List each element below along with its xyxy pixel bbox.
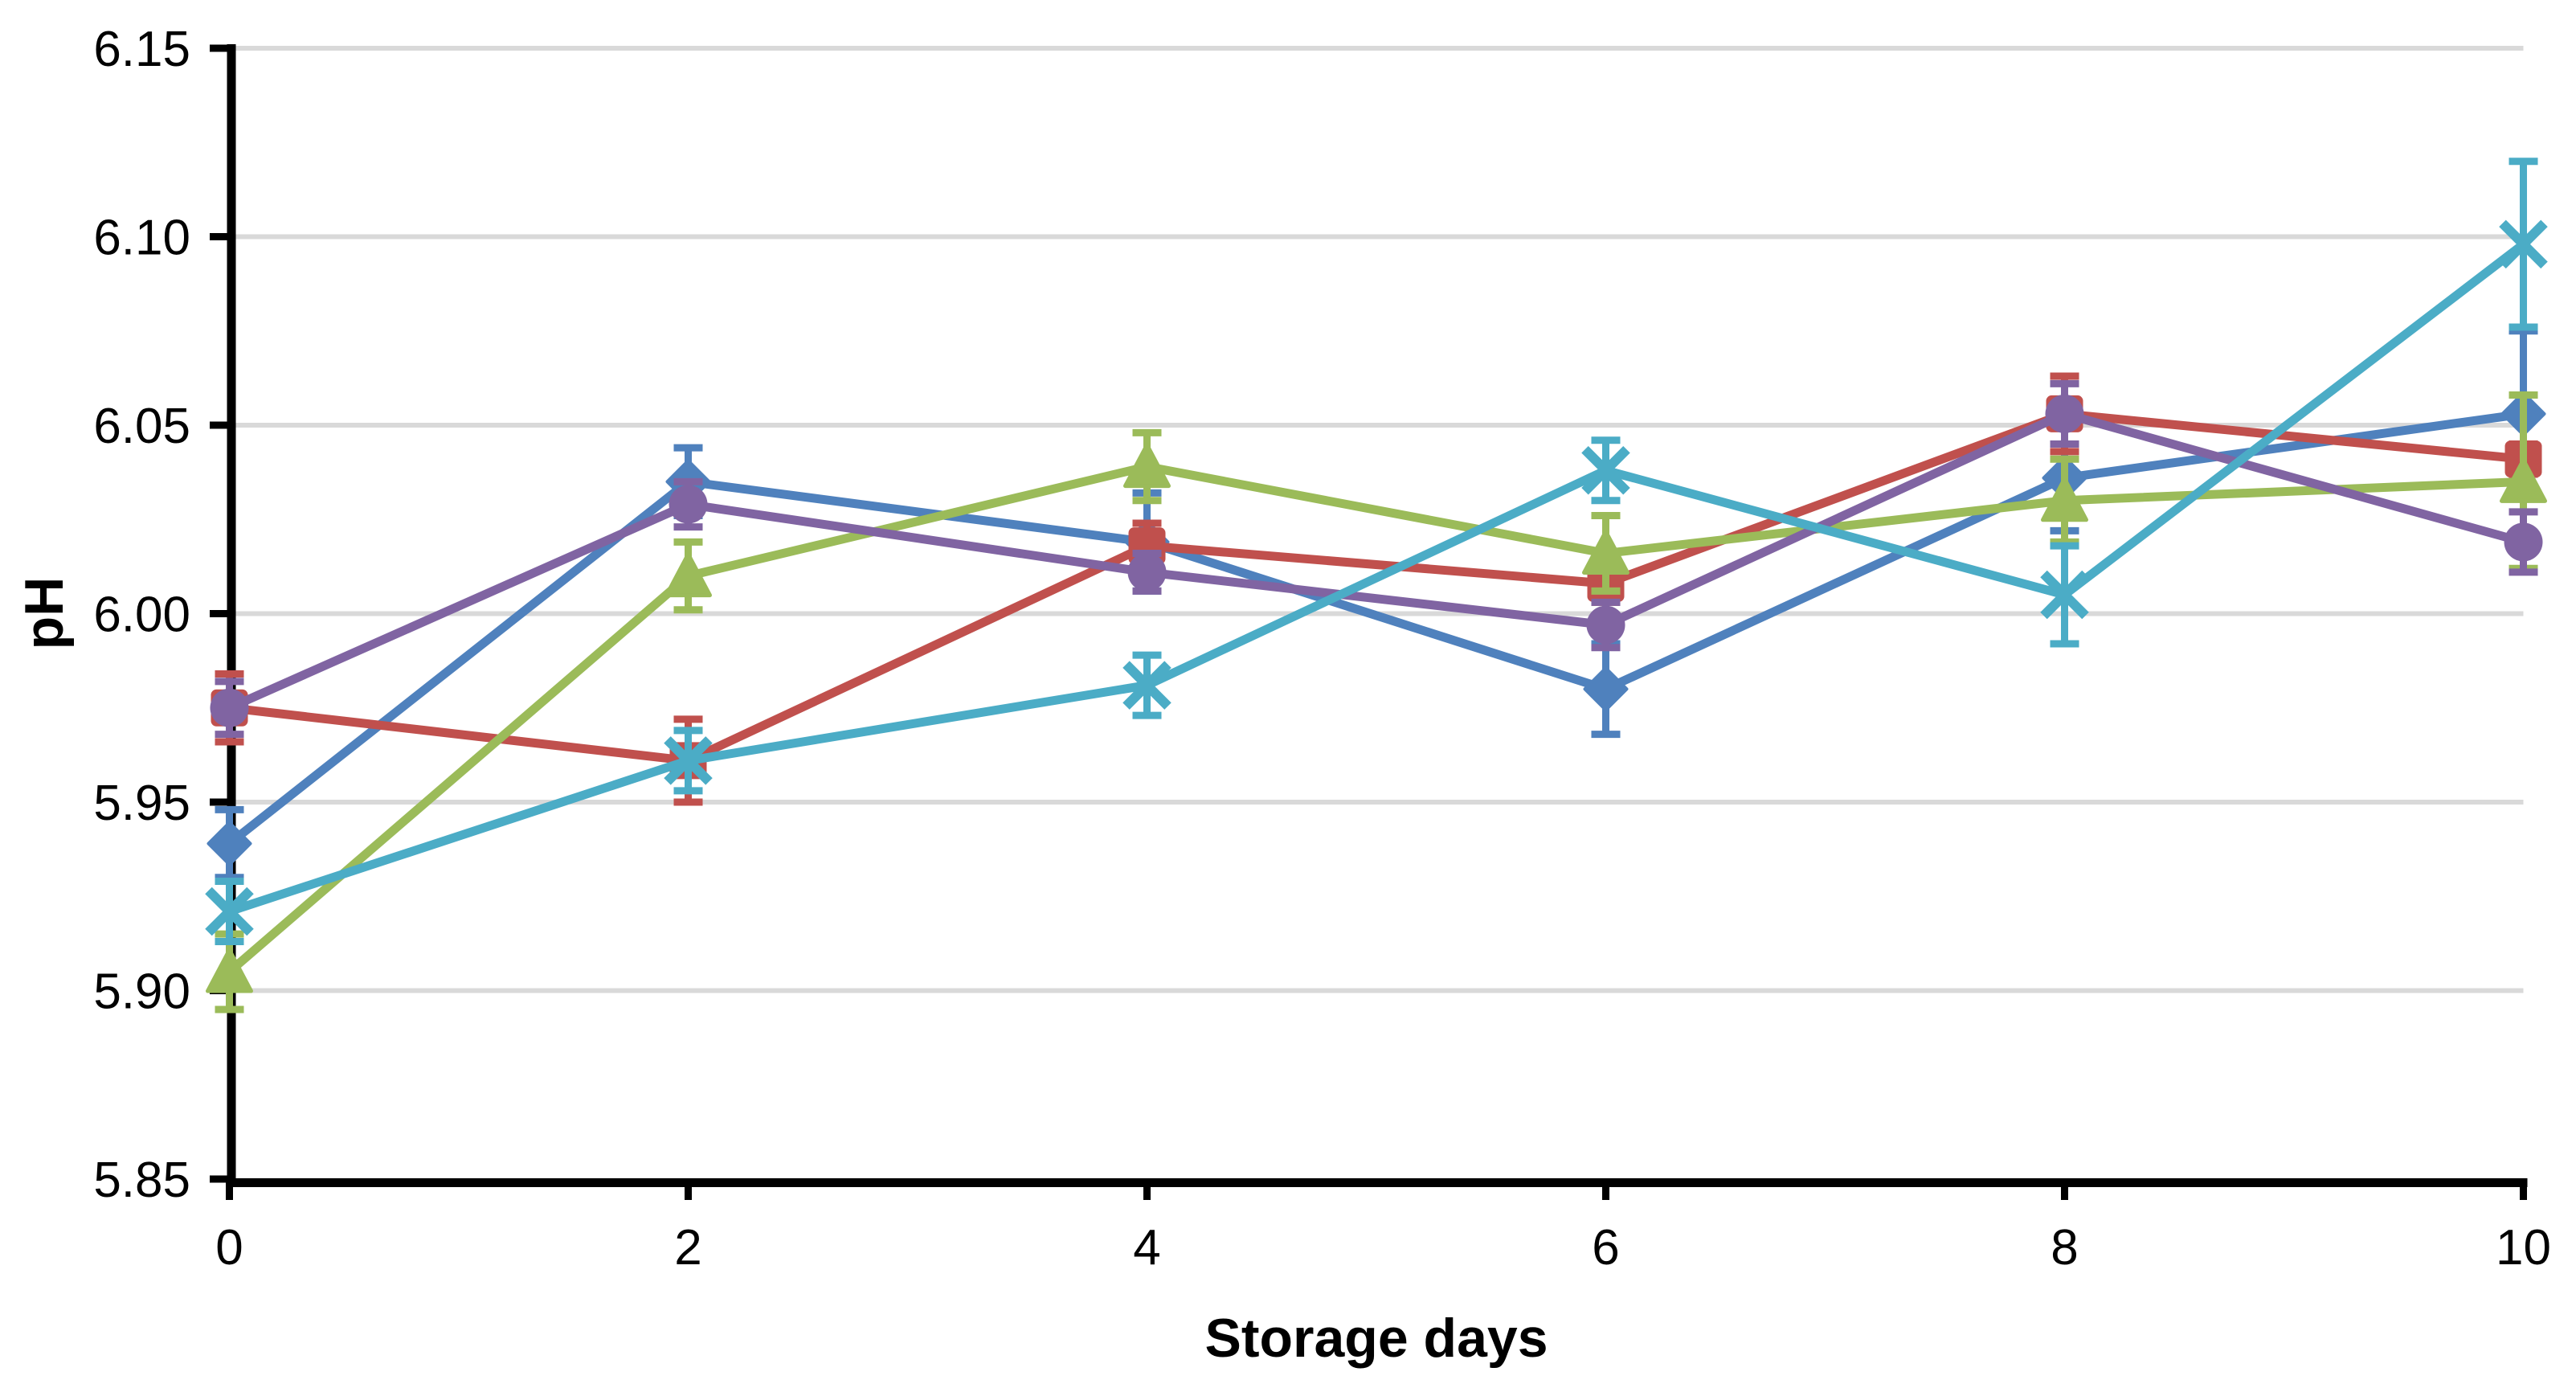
marker-x <box>1581 446 1630 495</box>
series-line-red-square <box>225 409 2528 765</box>
marker-triangle <box>206 948 253 993</box>
y-tick-label: 6.10 <box>93 211 190 266</box>
x-tick-label: 0 <box>215 1220 243 1276</box>
plot-area: 5.85 5.90 5.95 6.00 6.05 6.10 6.15 0 2 4 6 8 10 <box>93 22 2551 1276</box>
marker-triangle <box>1123 443 1171 489</box>
marker-circle <box>1127 552 1167 592</box>
y-tick-label: 6.00 <box>93 588 190 643</box>
marker-circle <box>210 688 249 727</box>
marker-triangle <box>1582 529 1629 575</box>
marker-triangle <box>2041 477 2088 522</box>
marker-triangle <box>2500 457 2547 503</box>
marker-x <box>664 736 713 785</box>
series-line-cyan-x <box>225 240 2528 916</box>
y-tick-label: 5.95 <box>93 776 190 831</box>
marker-circle <box>2504 522 2543 562</box>
y-tick-label: 5.90 <box>93 964 190 1020</box>
y-tick-label: 5.85 <box>93 1153 190 1208</box>
x-tick-label: 6 <box>1592 1220 1619 1276</box>
marker-x <box>2499 219 2548 269</box>
marker-circle <box>1586 605 1625 645</box>
marker-triangle <box>664 552 712 598</box>
marker-circle <box>669 485 708 524</box>
x-tick-label: 8 <box>2051 1220 2078 1276</box>
y-tick-label: 6.15 <box>93 22 190 77</box>
marker-diamond <box>1583 666 1629 712</box>
series-line-blue-diamond <box>225 409 2528 849</box>
marker-circle <box>2045 394 2084 433</box>
x-tick-label: 4 <box>1133 1220 1160 1276</box>
series-line-purple-circle <box>225 409 2528 713</box>
y-axis-title: pH <box>14 577 75 650</box>
x-tick-label: 2 <box>674 1220 701 1276</box>
x-axis-title: Storage days <box>1204 1308 1548 1369</box>
marker-diamond <box>206 821 252 866</box>
marker-x <box>205 887 254 936</box>
marker-x <box>2040 570 2089 620</box>
y-tick-label: 6.05 <box>93 399 190 454</box>
series-line-green-triangle <box>225 462 2528 977</box>
x-tick-label: 10 <box>2496 1220 2551 1276</box>
marker-x <box>1122 661 1171 710</box>
